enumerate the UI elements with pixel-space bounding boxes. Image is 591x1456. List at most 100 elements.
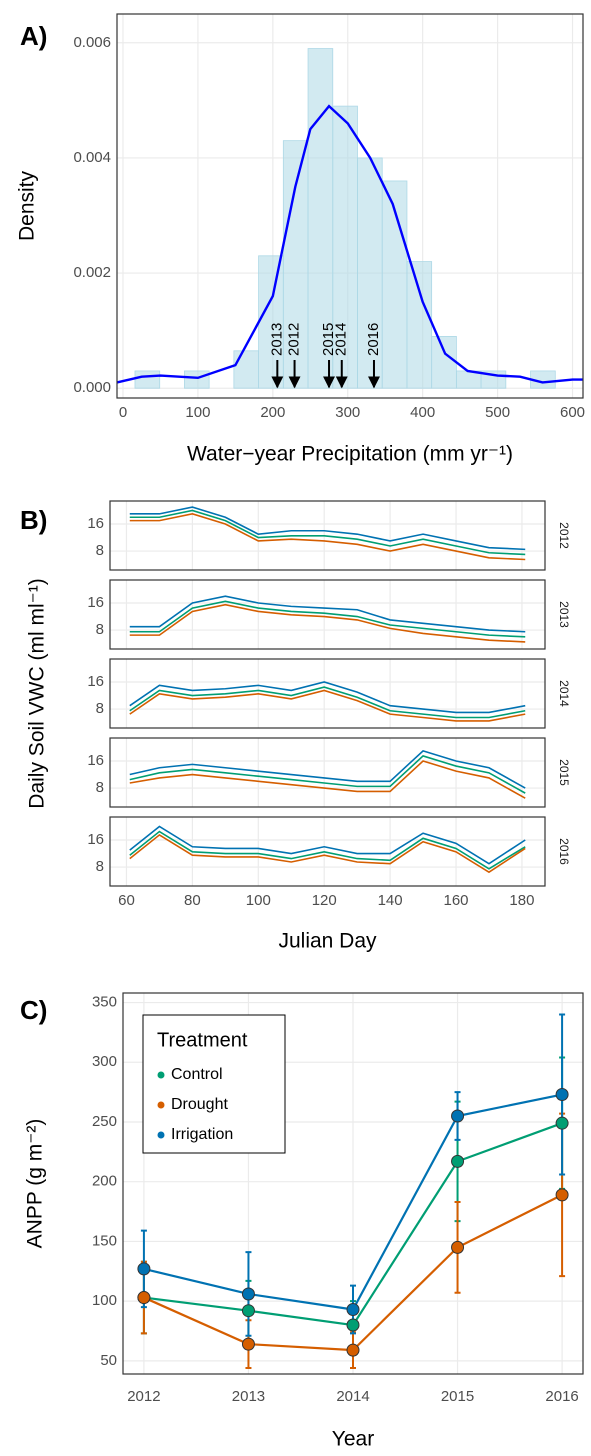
vwc-line	[129, 830, 526, 870]
facet-label: 2014	[557, 680, 571, 707]
facet-label: 2012	[557, 522, 571, 549]
y-tick-label: 0.000	[73, 379, 111, 396]
legend-label: Drought	[171, 1096, 228, 1113]
x-tick-label: 60	[118, 892, 135, 909]
y-tick-label: 0.006	[73, 34, 111, 51]
legend-swatch	[157, 1101, 165, 1109]
data-point	[451, 1154, 465, 1168]
x-tick-label: 80	[184, 892, 201, 909]
x-tick-label: 100	[246, 892, 271, 909]
y-tick-label: 8	[96, 621, 104, 638]
x-tick-label: 0	[119, 404, 127, 421]
y-tick-label: 16	[87, 752, 104, 769]
annotation-label: 2012	[286, 323, 303, 356]
x-tick-label: 200	[260, 404, 285, 421]
y-axis-title: Density	[16, 170, 39, 241]
data-point	[555, 1088, 569, 1102]
y-tick-label: 200	[92, 1173, 117, 1190]
x-axis-title: Julian Day	[278, 930, 377, 953]
data-point	[241, 1337, 255, 1351]
x-axis-title: Year	[332, 1428, 374, 1451]
x-tick-label: 140	[378, 892, 403, 909]
vwc-line	[129, 760, 526, 799]
y-tick-label: 0.004	[73, 149, 111, 166]
histogram-bar	[381, 180, 408, 389]
y-axis-title: ANPP (g m⁻²)	[24, 1119, 47, 1249]
panel-border	[109, 500, 546, 571]
y-tick-label: 16	[87, 594, 104, 611]
vwc-line	[129, 603, 526, 643]
y-tick-label: 350	[92, 994, 117, 1011]
y-tick-label: 8	[96, 542, 104, 559]
y-tick-label: 0.002	[73, 264, 111, 281]
y-tick-label: 8	[96, 700, 104, 717]
facet-label: 2016	[557, 838, 571, 865]
x-tick-label: 300	[335, 404, 360, 421]
data-point	[241, 1304, 255, 1318]
y-tick-label: 16	[87, 673, 104, 690]
y-tick-label: 8	[96, 779, 104, 796]
y-tick-label: 100	[92, 1292, 117, 1309]
data-point	[555, 1188, 569, 1202]
panel-border	[109, 816, 546, 887]
annotation-label: 2015	[320, 323, 337, 356]
y-tick-label: 8	[96, 858, 104, 875]
y-tick-label: 16	[87, 831, 104, 848]
histogram-bar	[233, 350, 259, 389]
annotation-label: 2014	[333, 323, 350, 356]
data-point	[451, 1109, 465, 1123]
legend-label: Irrigation	[171, 1126, 233, 1143]
legend-swatch	[157, 1131, 165, 1139]
x-tick-label: 2014	[336, 1388, 369, 1405]
panel-label: B)	[20, 505, 47, 535]
x-tick-label: 400	[410, 404, 435, 421]
x-tick-label: 500	[485, 404, 510, 421]
x-tick-label: 2016	[545, 1388, 578, 1405]
data-point	[137, 1291, 151, 1305]
y-axis-title: Daily Soil VWC (ml ml⁻¹)	[26, 578, 49, 808]
data-point	[451, 1240, 465, 1254]
histogram-bar	[406, 261, 433, 389]
y-tick-label: 50	[100, 1352, 117, 1369]
y-tick-label: 250	[92, 1113, 117, 1130]
data-point	[137, 1262, 151, 1276]
density-curve	[116, 104, 583, 384]
panel-label: C)	[20, 995, 47, 1025]
panel-border	[109, 737, 546, 808]
vwc-line	[129, 681, 526, 714]
panel-label: A)	[20, 21, 47, 51]
panel-border	[109, 579, 546, 650]
x-tick-label: 2013	[232, 1388, 265, 1405]
vwc-line	[129, 689, 526, 722]
annotation-label: 2016	[365, 323, 382, 356]
legend-title: Treatment	[157, 1029, 248, 1051]
x-tick-label: 600	[560, 404, 585, 421]
vwc-line	[129, 825, 526, 865]
vwc-line	[129, 513, 526, 561]
x-tick-label: 180	[509, 892, 534, 909]
annotation-label: 2013	[268, 323, 285, 356]
x-tick-label: 160	[444, 892, 469, 909]
y-tick-label: 16	[87, 515, 104, 532]
x-axis-title: Water−year Precipitation (mm yr⁻¹)	[187, 443, 513, 466]
x-tick-label: 2012	[127, 1388, 160, 1405]
data-point	[555, 1116, 569, 1130]
legend-swatch	[157, 1071, 165, 1079]
vwc-line	[129, 755, 526, 794]
legend-label: Control	[171, 1066, 223, 1083]
data-point	[346, 1318, 360, 1332]
histogram-bar	[258, 255, 284, 389]
facet-label: 2013	[557, 601, 571, 628]
panel-border	[122, 992, 584, 1375]
vwc-line	[129, 595, 526, 633]
x-tick-label: 120	[312, 892, 337, 909]
vwc-line	[129, 833, 526, 874]
histogram-bar	[431, 335, 457, 389]
x-tick-label: 100	[185, 404, 210, 421]
panel-border	[116, 13, 584, 399]
vwc-line	[129, 506, 526, 551]
histogram-bar	[134, 370, 161, 389]
data-point	[346, 1343, 360, 1357]
